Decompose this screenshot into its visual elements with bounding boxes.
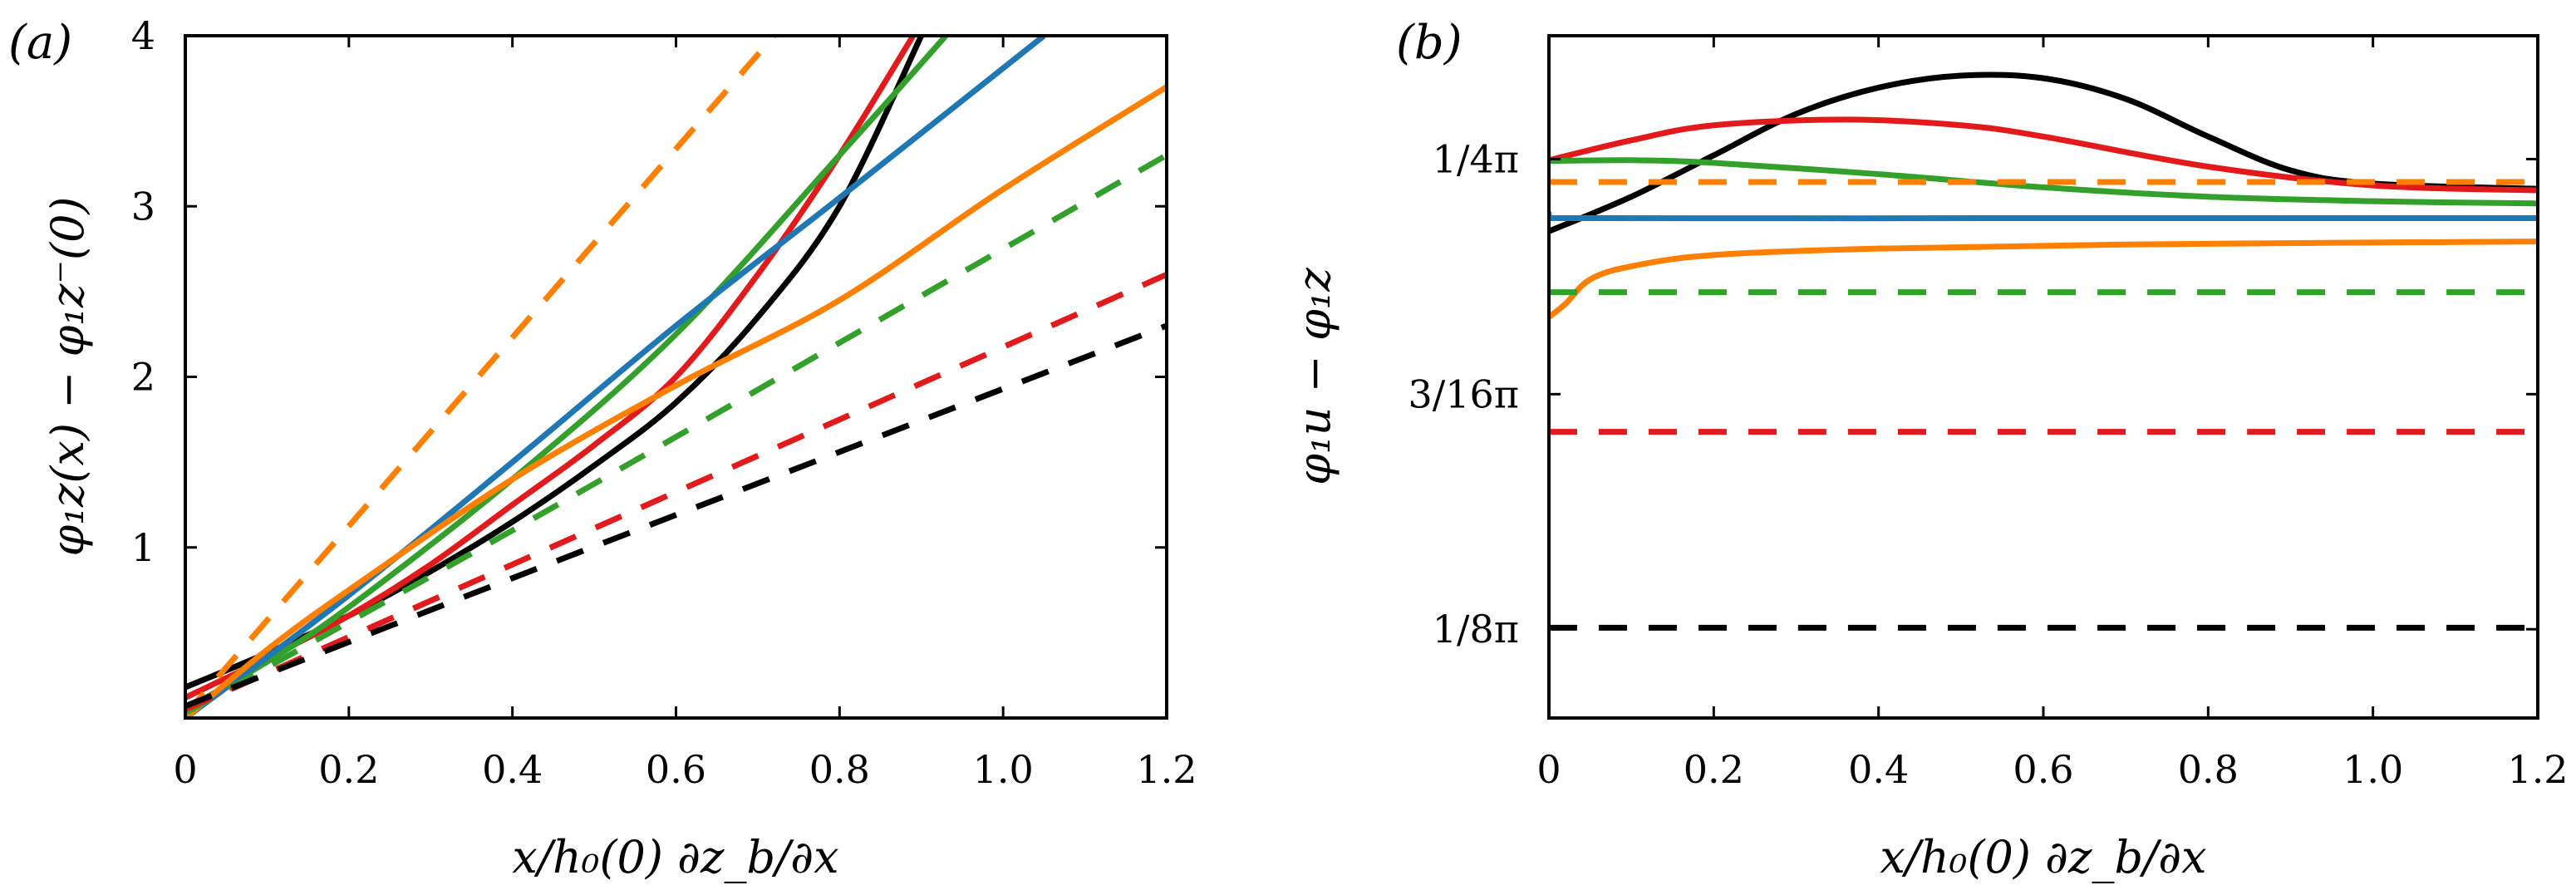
x-tick-label: 0.2: [1684, 747, 1744, 792]
series-blue-solid: [1549, 210, 2538, 222]
x-tick-label: 1.2: [2507, 747, 2568, 792]
x-axis-label-b: x/h₀(0) ∂z_b/∂x: [1880, 831, 2206, 883]
y-tick-label: 1: [131, 525, 155, 570]
y-tick-label: 4: [131, 13, 155, 58]
panel-a: (a) x/h₀(0) ∂z_b/∂x φ₁z(x) − φ₁z⁻(0) 0 0.…: [8, 13, 1197, 883]
series-red-dashed: [185, 272, 1167, 712]
x-tick-label: 0.4: [482, 747, 543, 792]
x-tick-label: 0.8: [809, 747, 870, 792]
x-axis-label-a: x/h₀(0) ∂z_b/∂x: [512, 831, 838, 883]
series-black-dashed: [185, 322, 1167, 709]
series-orange-solid: [185, 84, 1167, 718]
y-tick-label: 2: [131, 355, 155, 400]
y-tick-label: 1/4π: [1433, 136, 1519, 181]
series-orange-dashed: [185, 36, 777, 717]
series-red-solid: [1549, 116, 2538, 194]
series-blue-solid: [185, 36, 1046, 718]
panel-label-b: (b): [1396, 16, 1463, 70]
panel-b: (b) x/h₀(0) ∂z_b/∂x φ₁u − φ₁z 0 0.2 0.4 0.6…: [1288, 16, 2569, 883]
x-tick-label: 0.6: [2013, 747, 2073, 792]
x-tick-label: 1.0: [2342, 747, 2403, 792]
series-group: [1549, 71, 2538, 631]
series-orange-solid: [1549, 239, 2538, 320]
y-axis-label-a: φ₁z(x) − φ₁z⁻(0): [42, 197, 94, 557]
x-tick-label: 0.2: [318, 747, 379, 792]
y-tick-label: 3: [131, 184, 155, 229]
series-green-solid: [1549, 157, 2538, 207]
x-tick-label: 0: [173, 747, 197, 792]
series-green-solid: [185, 36, 948, 712]
panel-label-a: (a): [8, 16, 72, 70]
series-red-solid: [185, 36, 916, 701]
x-tick-label: 0: [1536, 747, 1561, 792]
x-tick-label: 0.8: [2178, 747, 2239, 792]
series-black-solid: [1549, 71, 2538, 234]
x-tick-label: 1.0: [973, 747, 1034, 792]
y-axis-label-b: φ₁u − φ₁z: [1288, 268, 1340, 485]
y-tick-label: 3/16π: [1408, 371, 1519, 416]
x-tick-label: 0.4: [1848, 747, 1909, 792]
y-tick-label: 1/8π: [1433, 607, 1519, 652]
x-tick-label: 1.2: [1136, 747, 1197, 792]
series-green-dashed: [185, 152, 1167, 716]
x-tick-label: 0.6: [646, 747, 706, 792]
series-group: [185, 36, 1167, 718]
